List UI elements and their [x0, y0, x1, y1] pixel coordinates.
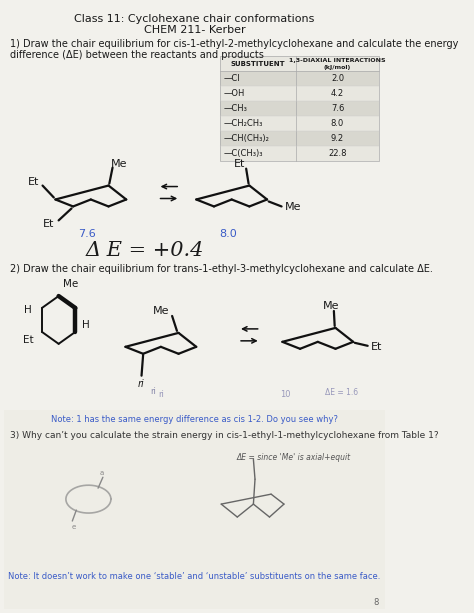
Bar — [219, 131, 379, 146]
Bar — [219, 56, 379, 71]
Text: 3) Why can’t you calculate the strain energy in cis-1-ethyl-1-methylcyclohexane : 3) Why can’t you calculate the strain en… — [10, 432, 439, 440]
Text: 10: 10 — [280, 390, 291, 399]
Text: ΔE = 1.6: ΔE = 1.6 — [325, 388, 358, 397]
Text: Me: Me — [111, 159, 128, 169]
Text: 8.0: 8.0 — [331, 119, 344, 128]
Text: Class 11: Cyclohexane chair conformations: Class 11: Cyclohexane chair conformation… — [74, 14, 315, 25]
Text: 4.2: 4.2 — [331, 89, 344, 98]
Text: Me: Me — [63, 279, 78, 289]
Text: (kJ/mol): (kJ/mol) — [324, 65, 351, 70]
Text: Note: It doesn’t work to make one ‘stable’ and ‘unstable’ substituents on the sa: Note: It doesn’t work to make one ‘stabl… — [9, 573, 381, 581]
Text: 1) Draw the chair equilibrium for cis-1-ethyl-2-methylcyclohexane and calculate : 1) Draw the chair equilibrium for cis-1-… — [10, 39, 459, 49]
Text: Note: 1 has the same energy difference as cis 1-2. Do you see why?: Note: 1 has the same energy difference a… — [51, 415, 338, 424]
Text: —CH₂CH₃: —CH₂CH₃ — [224, 119, 263, 128]
Text: Et: Et — [371, 342, 382, 352]
Text: —OH: —OH — [224, 89, 245, 98]
Text: 8: 8 — [374, 598, 379, 607]
Text: Me: Me — [285, 202, 301, 213]
Text: Me: Me — [323, 301, 340, 311]
Text: ri: ri — [137, 379, 144, 389]
Text: 8.0: 8.0 — [219, 229, 237, 239]
Text: —Cl: —Cl — [224, 74, 240, 83]
Bar — [219, 146, 379, 161]
Bar — [219, 116, 379, 131]
Bar — [219, 86, 379, 101]
Text: a: a — [99, 470, 103, 476]
Text: H: H — [24, 305, 32, 315]
Bar — [219, 71, 379, 86]
Bar — [219, 101, 379, 116]
Text: Et: Et — [234, 159, 246, 169]
Text: 2) Draw the chair equilibrium for trans-1-ethyl-3-methylcyclohexane and calculat: 2) Draw the chair equilibrium for trans-… — [10, 264, 433, 274]
Text: Me: Me — [152, 306, 169, 316]
Text: ΔE = since 'Me' is axial+equit: ΔE = since 'Me' is axial+equit — [237, 453, 351, 462]
Text: Et: Et — [43, 219, 54, 229]
Text: 7.6: 7.6 — [331, 104, 344, 113]
Text: 1,3-DIAXIAL INTERACTIONS: 1,3-DIAXIAL INTERACTIONS — [289, 58, 386, 63]
Bar — [219, 56, 379, 161]
Text: —CH(CH₃)₂: —CH(CH₃)₂ — [224, 134, 270, 143]
Text: H: H — [82, 320, 90, 330]
Text: 7.6: 7.6 — [78, 229, 96, 239]
Text: —CH₃: —CH₃ — [224, 104, 247, 113]
Text: Et: Et — [23, 335, 33, 345]
Text: —C(CH₃)₃: —C(CH₃)₃ — [224, 149, 263, 158]
Text: difference (ΔE) between the reactants and products: difference (ΔE) between the reactants an… — [10, 50, 264, 60]
Text: Δ E = +0.4: Δ E = +0.4 — [86, 241, 204, 260]
Text: 22.8: 22.8 — [328, 149, 347, 158]
Text: e: e — [72, 524, 76, 530]
Text: Et: Et — [28, 177, 39, 186]
Text: SUBSTITUENT: SUBSTITUENT — [230, 61, 285, 67]
Text: ri: ri — [150, 387, 156, 396]
Text: 2.0: 2.0 — [331, 74, 344, 83]
Text: 9.2: 9.2 — [331, 134, 344, 143]
Text: ri: ri — [158, 390, 164, 399]
Bar — [4, 409, 385, 609]
Text: CHEM 211- Kerber: CHEM 211- Kerber — [144, 25, 246, 36]
